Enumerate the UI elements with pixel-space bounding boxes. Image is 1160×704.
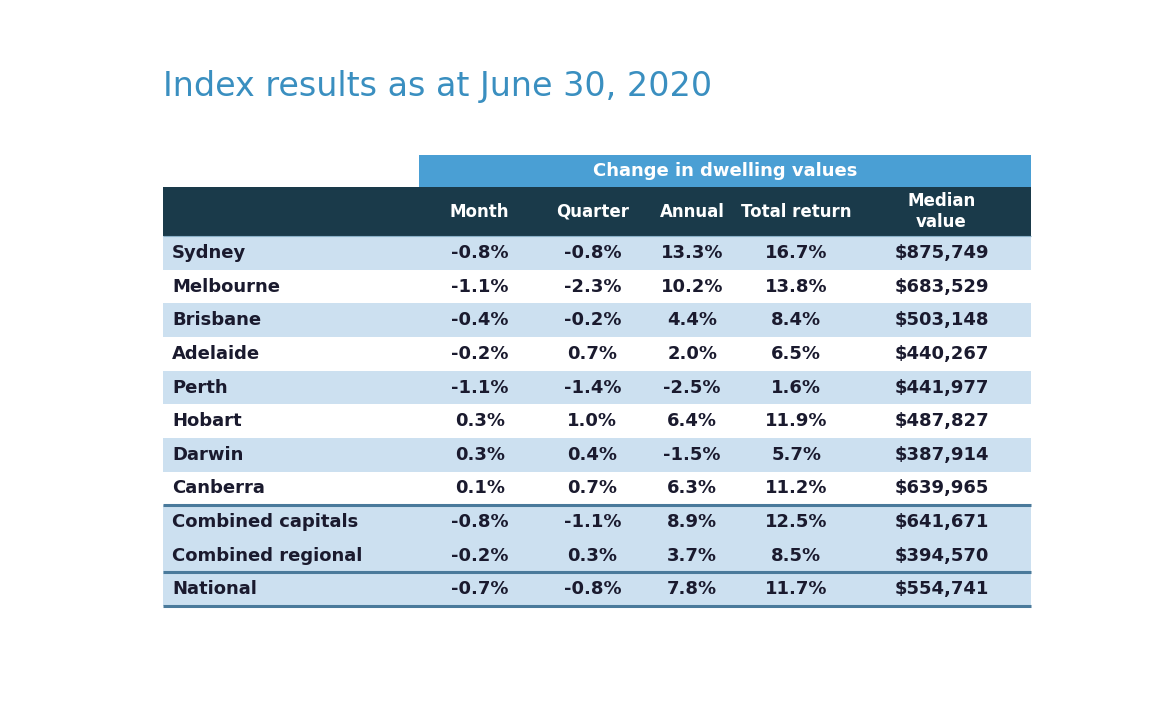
Text: 0.3%: 0.3% [567, 546, 617, 565]
Text: -0.8%: -0.8% [451, 244, 508, 262]
Text: $875,749: $875,749 [894, 244, 988, 262]
Text: 5.7%: 5.7% [771, 446, 821, 464]
Text: $683,529: $683,529 [894, 277, 988, 296]
Text: -0.2%: -0.2% [451, 546, 508, 565]
Text: Adelaide: Adelaide [172, 345, 260, 363]
Text: 8.5%: 8.5% [771, 546, 821, 565]
Text: Change in dwelling values: Change in dwelling values [593, 162, 857, 180]
Text: 6.3%: 6.3% [667, 479, 717, 497]
Text: $440,267: $440,267 [894, 345, 988, 363]
Text: $387,914: $387,914 [894, 446, 988, 464]
Text: Combined regional: Combined regional [172, 546, 362, 565]
Bar [162, 505, 1030, 539]
Text: 12.5%: 12.5% [766, 513, 827, 531]
Bar [162, 539, 1030, 572]
Text: 11.2%: 11.2% [766, 479, 827, 497]
Text: National: National [172, 580, 256, 598]
Text: Annual: Annual [660, 203, 725, 221]
Text: Hobart: Hobart [172, 412, 241, 430]
Text: $394,570: $394,570 [894, 546, 988, 565]
Text: 0.7%: 0.7% [567, 479, 617, 497]
Text: 0.1%: 0.1% [455, 479, 505, 497]
Text: 1.0%: 1.0% [567, 412, 617, 430]
Text: -1.5%: -1.5% [664, 446, 720, 464]
Bar [162, 572, 1030, 606]
Text: 13.8%: 13.8% [764, 277, 827, 296]
Text: -2.3%: -2.3% [564, 277, 621, 296]
Text: 0.7%: 0.7% [567, 345, 617, 363]
Text: $554,741: $554,741 [894, 580, 988, 598]
Text: $441,977: $441,977 [894, 379, 988, 396]
Text: Median
value: Median value [907, 192, 976, 232]
Text: $487,827: $487,827 [894, 412, 989, 430]
Text: -0.2%: -0.2% [564, 311, 621, 329]
Text: 1.6%: 1.6% [771, 379, 821, 396]
Text: Sydney: Sydney [172, 244, 246, 262]
Text: -1.4%: -1.4% [564, 379, 621, 396]
Text: 6.4%: 6.4% [667, 412, 717, 430]
Text: -0.8%: -0.8% [564, 580, 622, 598]
Text: -0.4%: -0.4% [451, 311, 508, 329]
Bar [162, 155, 419, 187]
Text: Index results as at June 30, 2020: Index results as at June 30, 2020 [162, 70, 712, 103]
Text: 0.3%: 0.3% [455, 412, 505, 430]
Text: $639,965: $639,965 [894, 479, 988, 497]
Text: 11.7%: 11.7% [766, 580, 827, 598]
Text: $503,148: $503,148 [894, 311, 988, 329]
Bar [162, 237, 1030, 270]
Bar [162, 371, 1030, 404]
Text: Perth: Perth [172, 379, 227, 396]
Text: -1.1%: -1.1% [451, 277, 508, 296]
Text: -0.2%: -0.2% [451, 345, 508, 363]
Bar [162, 187, 1030, 237]
Text: 0.3%: 0.3% [455, 446, 505, 464]
Text: Combined capitals: Combined capitals [172, 513, 358, 531]
Bar [162, 438, 1030, 472]
Text: 6.5%: 6.5% [771, 345, 821, 363]
Text: Quarter: Quarter [556, 203, 629, 221]
Text: 7.8%: 7.8% [667, 580, 717, 598]
Text: Month: Month [450, 203, 509, 221]
Text: 8.4%: 8.4% [771, 311, 821, 329]
Bar [162, 337, 1030, 371]
Text: 11.9%: 11.9% [766, 412, 827, 430]
Bar [162, 472, 1030, 505]
Text: -0.8%: -0.8% [564, 244, 622, 262]
Text: -0.7%: -0.7% [451, 580, 508, 598]
Bar [419, 155, 1030, 187]
Text: 13.3%: 13.3% [661, 244, 724, 262]
Text: 16.7%: 16.7% [766, 244, 827, 262]
Text: -2.5%: -2.5% [664, 379, 720, 396]
Text: Brisbane: Brisbane [172, 311, 261, 329]
Bar [162, 303, 1030, 337]
Text: $641,671: $641,671 [894, 513, 988, 531]
Text: -0.8%: -0.8% [451, 513, 508, 531]
Text: Darwin: Darwin [172, 446, 244, 464]
Text: 10.2%: 10.2% [661, 277, 724, 296]
Bar [162, 404, 1030, 438]
Text: Total return: Total return [741, 203, 851, 221]
Text: 8.9%: 8.9% [667, 513, 717, 531]
Text: Melbourne: Melbourne [172, 277, 280, 296]
Text: 3.7%: 3.7% [667, 546, 717, 565]
Text: 4.4%: 4.4% [667, 311, 717, 329]
Bar [162, 270, 1030, 303]
Text: -1.1%: -1.1% [564, 513, 621, 531]
Text: -1.1%: -1.1% [451, 379, 508, 396]
Text: 0.4%: 0.4% [567, 446, 617, 464]
Text: 2.0%: 2.0% [667, 345, 717, 363]
Text: Canberra: Canberra [172, 479, 264, 497]
